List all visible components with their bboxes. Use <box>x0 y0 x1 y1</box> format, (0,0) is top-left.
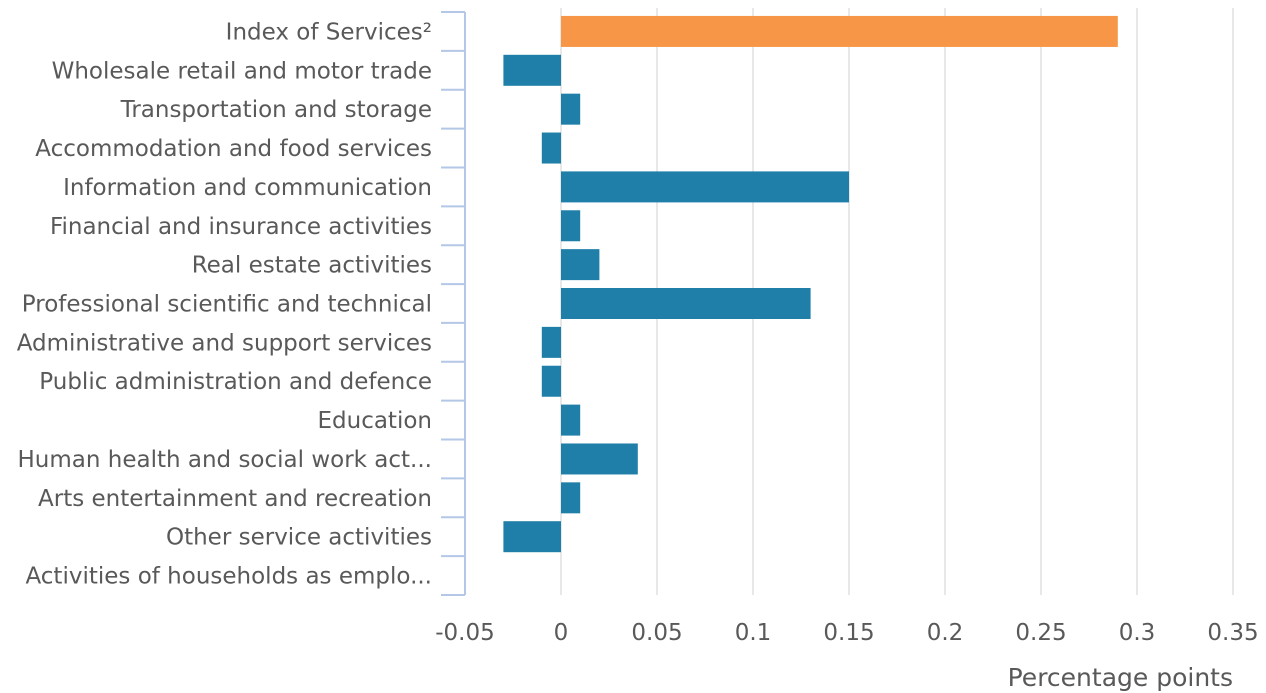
bar <box>541 326 561 358</box>
x-tick-label: 0.15 <box>823 620 874 646</box>
bar <box>561 288 811 319</box>
bar <box>561 443 638 475</box>
category-label: Transportation and storage <box>120 97 432 123</box>
category-label: Index of Services² <box>226 19 432 45</box>
x-tick-label: 0.3 <box>1119 620 1156 646</box>
category-label: Real estate activities <box>192 253 432 279</box>
category-label: Professional scientific and technical <box>22 292 432 318</box>
category-label: Administrative and support services <box>17 330 432 356</box>
bar <box>541 132 561 164</box>
category-label: Public administration and defence <box>39 369 432 395</box>
x-tick-label: 0 <box>554 620 569 646</box>
bars <box>503 15 1118 553</box>
bar <box>561 210 581 242</box>
bar <box>561 171 849 203</box>
category-labels: Index of Services² Wholesale retail and m… <box>17 19 432 589</box>
category-label: Financial and insurance activities <box>50 214 432 240</box>
bar <box>541 365 561 397</box>
bar <box>561 15 1118 47</box>
x-tick-label: 0.05 <box>631 620 682 646</box>
category-label: Wholesale retail and motor trade <box>52 58 432 84</box>
category-axis <box>441 11 466 596</box>
x-tick-label: 0.1 <box>735 620 772 646</box>
x-tick-label: -0.05 <box>435 620 495 646</box>
category-label: Human health and social work act... <box>17 447 432 473</box>
bar <box>503 54 561 86</box>
bar <box>561 482 581 514</box>
category-label: Arts entertainment and recreation <box>38 486 432 512</box>
x-tick-labels: -0.05 0 0.05 0.1 0.15 0.2 0.25 0.3 0.35 <box>435 620 1258 646</box>
x-tick-label: 0.2 <box>927 620 964 646</box>
category-label: Education <box>317 408 432 434</box>
bar <box>561 404 581 436</box>
category-label: Accommodation and food services <box>35 136 432 162</box>
category-label: Other service activities <box>166 525 432 551</box>
category-label: Information and communication <box>63 175 432 201</box>
x-tick-label: 0.35 <box>1207 620 1258 646</box>
category-label: Activities of households as emplo... <box>25 564 432 590</box>
bar <box>503 521 561 553</box>
bar <box>561 249 600 281</box>
x-tick-label: 0.25 <box>1015 620 1066 646</box>
x-axis-title: Percentage points <box>1008 663 1233 692</box>
bar <box>561 93 581 125</box>
